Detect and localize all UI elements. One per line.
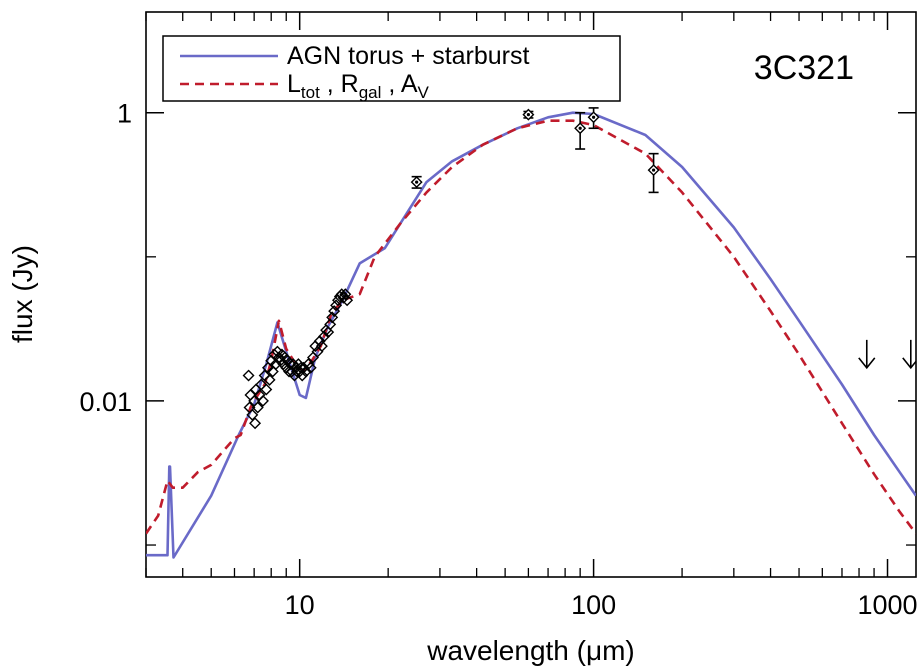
spectrum-point	[324, 318, 337, 331]
spectrum-point	[292, 358, 305, 371]
spectrum-point	[246, 408, 259, 421]
object-label: 3C321	[754, 49, 854, 87]
x-axis-title: wavelength (μm)	[426, 635, 635, 666]
photometry-point-center	[415, 180, 419, 184]
legend-label-ltot: Ltot , Rgal , AV	[287, 70, 430, 102]
spectrum-point	[313, 335, 326, 348]
spectrum-point	[260, 383, 273, 396]
photometry-point-center	[651, 168, 656, 172]
spectrum-point	[249, 417, 262, 430]
spectrum-point	[251, 401, 264, 414]
plot-area	[145, 11, 917, 578]
spectrum-point	[242, 369, 255, 382]
spectrum-point	[315, 340, 328, 353]
spectrum-point	[284, 358, 297, 371]
y-major-ticks: 0.01 1	[79, 99, 916, 417]
upper-limit-arrowhead	[858, 357, 876, 370]
spectrum-point	[339, 288, 352, 301]
series-layer	[146, 111, 916, 559]
y-axis-title: flux (Jy)	[7, 245, 38, 343]
x-tick-label: 1000	[857, 590, 917, 620]
upper-limit-arrowhead	[902, 357, 916, 370]
spectrum-point	[302, 358, 315, 371]
y-minor-ticks	[146, 256, 916, 546]
x-tick-label: 100	[571, 590, 616, 620]
legend-label-torus: AGN torus + starburst	[287, 42, 529, 70]
marker-layer	[242, 107, 916, 430]
spectrum-point	[263, 373, 276, 386]
series-line-model_torus	[146, 111, 916, 559]
y-tick-label: 0.01	[79, 387, 132, 417]
x-minor-ticks	[145, 12, 875, 577]
spectrum-point	[299, 365, 312, 378]
photometry-point-center	[578, 126, 582, 130]
x-major-ticks: 10 100 1000	[285, 12, 918, 620]
spectrum-point	[322, 326, 335, 339]
spectrum-point	[296, 369, 309, 382]
legend: AGN torus + starburst Ltot , Rgal , AV	[162, 35, 621, 102]
spectrum-point	[341, 294, 354, 307]
legend-box	[162, 35, 621, 102]
spectrum-point	[285, 365, 298, 378]
photometry-point-center	[591, 115, 596, 119]
spectrum-point	[304, 361, 317, 374]
spectrum-point	[256, 394, 269, 407]
photometry-point-center	[526, 113, 530, 117]
spectrum-point	[335, 288, 348, 301]
y-tick-label: 1	[117, 99, 132, 129]
x-tick-label: 10	[285, 590, 315, 620]
series-line-model_ltot	[146, 119, 916, 535]
